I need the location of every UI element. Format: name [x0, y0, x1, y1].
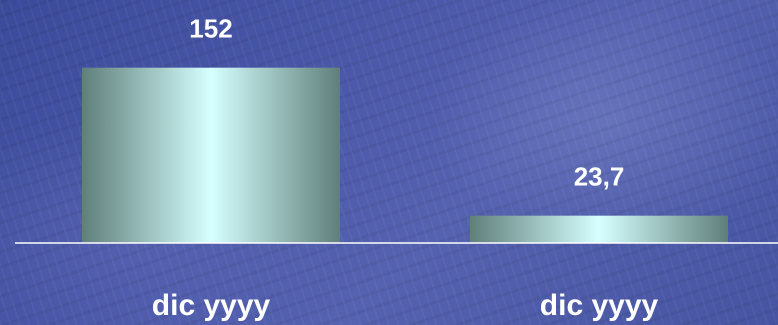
bar-2	[470, 215, 728, 243]
category-label-1: dic yyyy	[152, 289, 271, 322]
labels-group: 152 dic yyyy 23,7 dic yyyy	[152, 14, 659, 322]
bars-group	[82, 67, 728, 243]
value-label-1: 152	[189, 14, 232, 44]
value-label-2: 23,7	[574, 162, 625, 192]
category-label-2: dic yyyy	[540, 289, 659, 322]
bar-1	[82, 67, 340, 243]
